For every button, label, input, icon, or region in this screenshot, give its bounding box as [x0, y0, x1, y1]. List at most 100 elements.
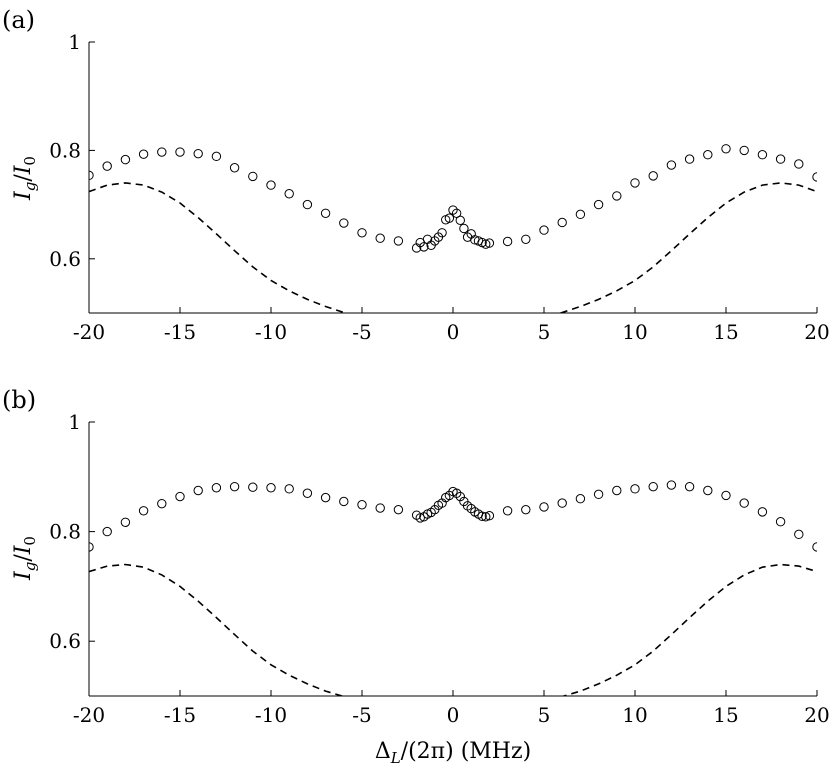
- theory-curve: [89, 563, 817, 696]
- data-point: [448, 205, 458, 215]
- data-point: [138, 506, 149, 516]
- ylabel-part: g: [21, 562, 39, 572]
- data-point: [812, 172, 817, 182]
- data-point: [393, 504, 404, 515]
- data-point: [120, 517, 131, 527]
- data-point: [703, 150, 713, 160]
- data-point: [459, 223, 469, 234]
- series-group: [89, 480, 817, 696]
- data-point: [229, 163, 240, 173]
- svg-text:Ig/I0: Ig/I0: [11, 536, 39, 581]
- data-point: [211, 483, 222, 493]
- data-point: [502, 506, 513, 516]
- data-point: [539, 502, 549, 512]
- y-axis-label: Ig/I0: [11, 536, 39, 581]
- series-group: [89, 144, 817, 313]
- y-tick-label: 0.8: [49, 520, 81, 544]
- y-tick-label: 0.6: [49, 247, 81, 271]
- x-tick-label: -15: [164, 703, 196, 727]
- data-point: [477, 511, 487, 521]
- x-tick-label: 0: [447, 703, 460, 727]
- data-point: [794, 159, 804, 169]
- plot-area: -20 -15 -10 -5 0 5 10 15 20 0.6 0.8 1: [49, 410, 830, 727]
- x-tick-label: 0: [447, 320, 460, 344]
- ylabel-part: /: [11, 554, 36, 562]
- data-point: [102, 161, 112, 171]
- data-point: [339, 496, 349, 507]
- panel-label: (b): [2, 386, 36, 414]
- data-point: [575, 494, 586, 504]
- data-point: [157, 147, 167, 157]
- data-point: [302, 199, 313, 210]
- data-point: [357, 500, 367, 510]
- ylabel-part: g: [21, 182, 39, 192]
- data-point: [444, 213, 455, 223]
- data-point: [419, 242, 429, 252]
- data-point: [320, 208, 331, 218]
- data-point: [521, 504, 531, 515]
- ylabel-part: /: [11, 174, 36, 182]
- x-tick-label: -10: [255, 703, 287, 727]
- data-point: [630, 484, 640, 494]
- data-point: [157, 498, 167, 509]
- data-point: [481, 512, 491, 522]
- data-point: [266, 483, 276, 493]
- data-point: [466, 229, 476, 239]
- ylabel-part: I: [11, 570, 36, 581]
- data-point: [612, 191, 622, 201]
- xlabel-part: Δ: [375, 739, 391, 764]
- xlabel-part: L: [390, 749, 401, 767]
- data-point: [557, 498, 567, 508]
- data-point: [630, 178, 640, 188]
- data-point: [89, 170, 94, 181]
- data-point: [575, 209, 586, 220]
- data-point: [339, 218, 349, 228]
- data-point: [757, 507, 768, 517]
- data-point: [89, 542, 94, 552]
- x-tick-label: 15: [713, 703, 738, 727]
- x-tick-label: -20: [73, 703, 105, 727]
- x-tick-label: 10: [622, 703, 647, 727]
- y-axis-label: Ig/I0: [11, 156, 39, 201]
- data-point: [138, 149, 149, 159]
- data-point: [357, 228, 367, 238]
- data-point: [666, 480, 677, 490]
- data-point: [284, 484, 294, 494]
- x-tick-label: 5: [538, 703, 551, 727]
- data-point: [455, 491, 465, 502]
- data-point: [248, 482, 258, 492]
- x-tick-label: -5: [352, 703, 371, 727]
- data-point: [193, 485, 203, 496]
- data-point: [415, 513, 425, 523]
- data-point: [721, 144, 731, 154]
- x-tick-label: 10: [622, 320, 647, 344]
- data-point: [175, 491, 185, 502]
- ylabel-part: I: [11, 164, 36, 175]
- plot-area: -20 -15 -10 -5 0 5 10 15 20 0.6 0.8 1: [49, 30, 830, 344]
- y-tick-label: 0.6: [49, 629, 81, 653]
- x-tick-label: -20: [73, 320, 105, 344]
- ylabel-part: I: [11, 190, 36, 201]
- data-point: [502, 236, 513, 247]
- data-point: [175, 147, 185, 157]
- x-tick-label: 5: [538, 320, 551, 344]
- y-tick-label: 1: [68, 410, 81, 434]
- ylabel-part: 0: [21, 536, 39, 546]
- x-axis-label: ΔL/(2π) (MHz): [375, 739, 531, 767]
- x-tick-label: -5: [352, 320, 371, 344]
- data-point: [721, 490, 731, 501]
- data-point: [593, 199, 604, 210]
- xlabel-part: /(2π) (MHz): [401, 739, 532, 764]
- panel-a: (a) Ig/I0 -20 -15 -10 -5 0 5 10 15 200.60.81: [2, 6, 830, 344]
- data-point: [521, 234, 531, 244]
- data-point: [211, 151, 222, 162]
- data-point: [539, 225, 549, 235]
- data-point: [775, 517, 786, 527]
- data-point: [812, 542, 817, 552]
- data-point: [193, 148, 203, 159]
- data-point: [703, 485, 713, 496]
- y-tick-label: 1: [68, 30, 81, 54]
- theory-curve: [89, 182, 817, 313]
- data-point: [393, 236, 404, 246]
